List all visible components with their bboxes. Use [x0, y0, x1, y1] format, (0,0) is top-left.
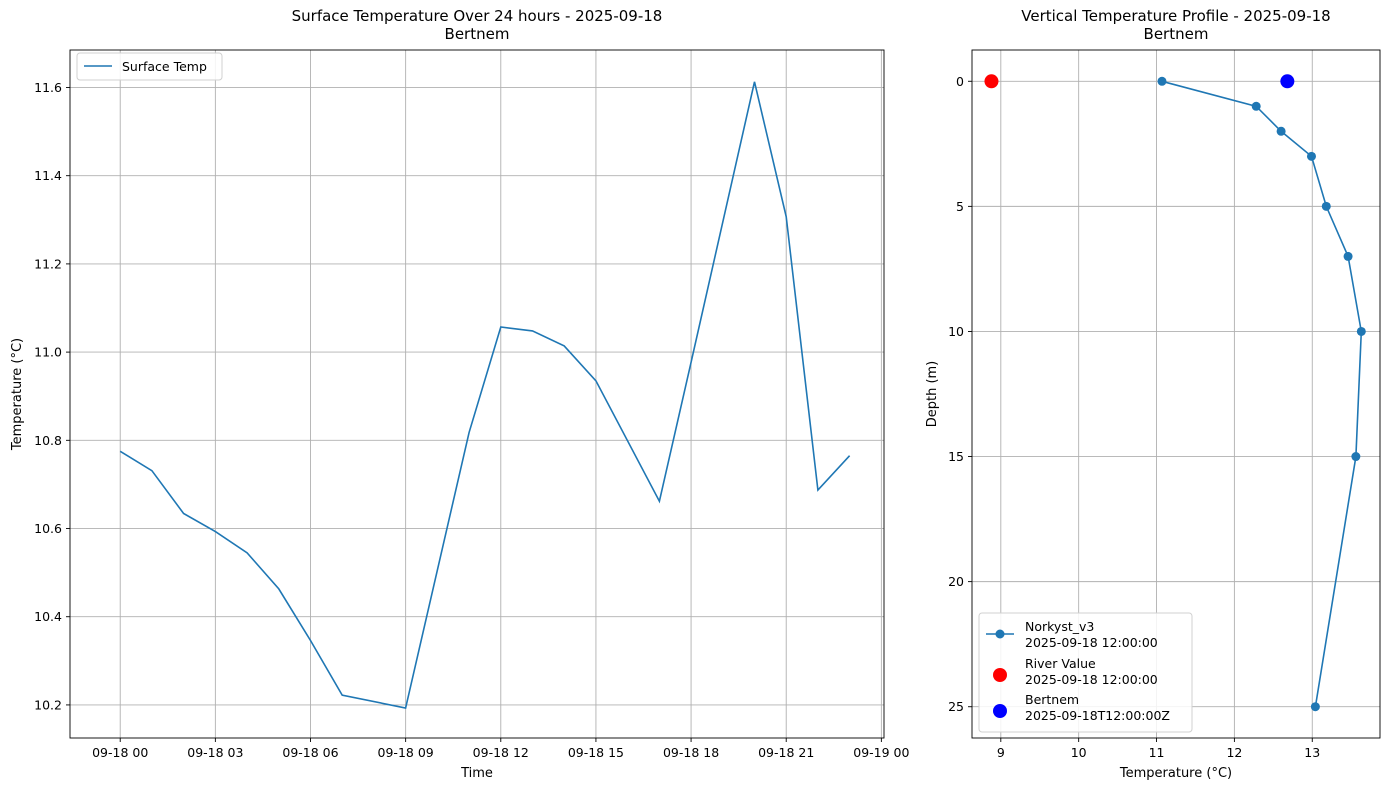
y-tick-label: 5 [956, 199, 964, 214]
y-tick-label: 11.2 [34, 256, 62, 271]
x-tick-label: 09-18 21 [758, 745, 814, 760]
x-tick-label: 09-18 18 [663, 745, 719, 760]
y-tick-label: 20 [948, 574, 964, 589]
x-tick-label: 13 [1304, 745, 1320, 760]
chart-subtitle: Bertnem [445, 25, 510, 43]
surface-temp-chart: 09-18 00 09-18 03 09-18 06 09-18 09 09-18 12… [10, 7, 910, 781]
legend-label-name: River Value [1025, 656, 1096, 671]
profile-point [1321, 201, 1331, 211]
x-axis-label: Temperature (°C) [1119, 766, 1232, 781]
plot-frame [971, 49, 1381, 739]
legend-marker-swatch [993, 668, 1007, 682]
x-tick-label: 9 [997, 745, 1005, 760]
x-axis-label: Time [460, 766, 493, 781]
y-tick-label: 25 [948, 699, 964, 714]
profile-point [1310, 702, 1320, 712]
x-tick-label: 09-19 00 [853, 745, 909, 760]
x-tick-label: 09-18 12 [473, 745, 529, 760]
legend-label-time: 2025-09-18 12:00:00 [1025, 672, 1158, 687]
chart-title: Vertical Temperature Profile - 2025-09-1… [1021, 7, 1330, 25]
y-tick-label: 10.2 [34, 697, 62, 712]
y-axis-label: Depth (m) [925, 361, 940, 428]
y-tick-label: 10.6 [34, 521, 62, 536]
bertnem-point [1280, 74, 1295, 89]
y-tick-label: 10.8 [34, 433, 62, 448]
chart-title: Surface Temperature Over 24 hours - 2025… [292, 7, 663, 25]
vertical-profile-chart: 9 10 11 12 13 0 5 10 15 20 25 Vertical Temperature … [925, 7, 1381, 781]
profile-point [1306, 151, 1316, 161]
x-tick-label: 10 [1071, 745, 1087, 760]
y-tick-label: 11.4 [34, 168, 62, 183]
legend-label-name: Bertnem [1025, 692, 1079, 707]
profile-point [1356, 326, 1366, 336]
y-tick-label: 11.6 [34, 80, 62, 95]
legend-marker-swatch [995, 629, 1005, 639]
legend-box [978, 612, 1193, 733]
legend-label-name: Norkyst_v3 [1025, 619, 1094, 634]
chart-subtitle: Bertnem [1144, 25, 1209, 43]
legend-box [76, 52, 223, 81]
legend-label-time: 2025-09-18T12:00:00Z [1025, 708, 1170, 723]
legend-label: Surface Temp [122, 59, 207, 74]
x-tick-label: 09-18 09 [378, 745, 434, 760]
y-tick-label: 10.4 [34, 609, 62, 624]
profile-line [1161, 80, 1363, 707]
x-tick-label: 09-18 03 [187, 745, 243, 760]
legend: Surface Temp [76, 52, 223, 81]
legend-marker-swatch [993, 704, 1007, 718]
y-axis-label: Temperature (°C) [10, 338, 25, 451]
x-tick-label: 09-18 06 [282, 745, 338, 760]
profile-point [1157, 76, 1167, 86]
x-tick-label: 09-18 00 [92, 745, 148, 760]
x-tick-label: 11 [1149, 745, 1165, 760]
profile-point [1351, 452, 1361, 462]
x-tick-label: 12 [1226, 745, 1242, 760]
y-tick-label: 15 [948, 449, 964, 464]
profile-point [1343, 251, 1353, 261]
river-value-point [984, 74, 999, 89]
plot-frame [69, 49, 885, 739]
x-tick-label: 09-18 15 [568, 745, 624, 760]
profile-point [1251, 101, 1261, 111]
profile-point [1276, 126, 1286, 136]
y-tick-label: 11.0 [34, 345, 62, 360]
surface-temp-line [119, 81, 851, 709]
legend-label-time: 2025-09-18 12:00:00 [1025, 635, 1158, 650]
y-tick-label: 0 [956, 74, 964, 89]
y-tick-label: 10 [948, 324, 964, 339]
